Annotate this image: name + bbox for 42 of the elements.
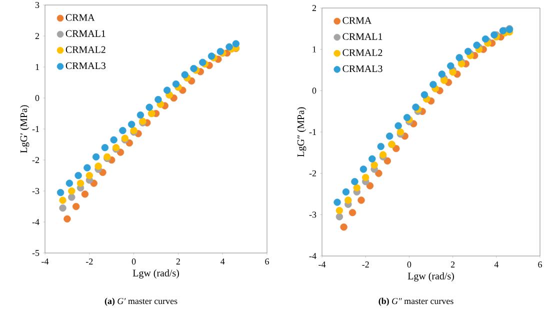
- x-tick-label: -4: [318, 262, 326, 268]
- y-tick-label: -1: [32, 126, 39, 132]
- x-tick-label: -4: [42, 258, 49, 264]
- x-tick-label: 4: [220, 258, 225, 264]
- y-tick-label: -1: [309, 129, 316, 135]
- y-tick-label: 3: [35, 2, 40, 8]
- text: (b) G″ master curves: [378, 298, 454, 306]
- y-tick-label: 2: [312, 5, 316, 11]
- legend-label: CRMA: [66, 14, 95, 21]
- x-tick-label: 0: [407, 262, 412, 268]
- x-tick-label: 6: [538, 262, 542, 268]
- x-tick-label: 2: [450, 262, 455, 268]
- x-axis-title: Lgw (rad/s): [132, 269, 179, 278]
- legend-label: CRMAL2: [342, 49, 382, 56]
- legend-label: CRMAL2: [66, 46, 106, 53]
- y-tick-label: -2: [32, 157, 39, 163]
- y-tick-label: 1: [312, 46, 316, 52]
- y-axis-title: LgG″ (MPa): [297, 107, 306, 157]
- legend-label: CRMAL1: [66, 30, 106, 37]
- y-tick-label: 0: [312, 88, 316, 94]
- legend-label: CRMAL3: [342, 65, 382, 72]
- x-tick-label: 4: [494, 262, 499, 268]
- x-tick-label: 0: [132, 258, 136, 265]
- y-tick-label: 1: [36, 64, 39, 70]
- x-tick-label: 2: [176, 258, 180, 264]
- legend-label: CRMA: [342, 17, 372, 24]
- y-tick-label: -2: [309, 170, 316, 176]
- x-tick-label: -2: [86, 258, 93, 264]
- y-tick-label: 2: [35, 33, 39, 39]
- x-tick-label: 6: [265, 258, 269, 265]
- x-tick-label: -2: [362, 262, 369, 268]
- x-axis-title: Lgw (rad/s): [408, 272, 454, 282]
- legend-label: CRMAL3: [66, 62, 106, 70]
- text: (a) G′ master curves: [104, 298, 178, 306]
- y-tick-label: 0: [35, 94, 40, 102]
- y-tick-label: -5: [32, 250, 40, 256]
- y-tick-label: -4: [32, 219, 40, 225]
- y-tick-label: -3: [309, 212, 316, 218]
- y-tick-label: -3: [32, 188, 40, 194]
- y-axis-title: LgG′ (MPa): [20, 105, 30, 153]
- y-tick-label: -4: [309, 253, 316, 259]
- legend-label: CRMAL1: [342, 33, 382, 40]
